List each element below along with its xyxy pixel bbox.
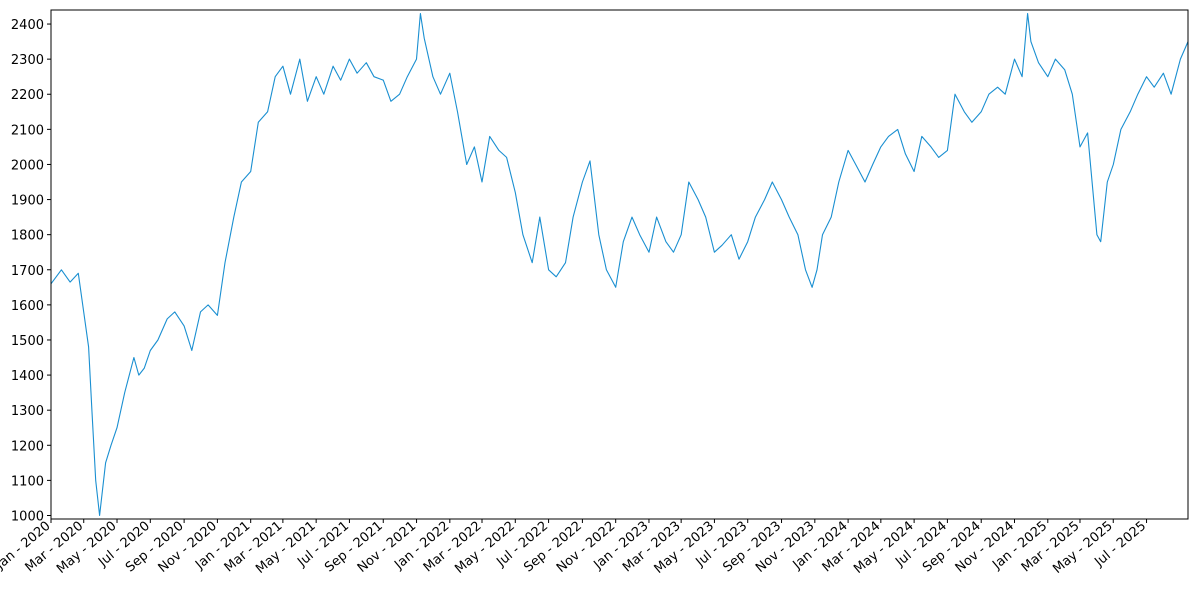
y-tick-label: 1500 [11,334,44,349]
plot-area [50,12,1189,517]
y-tick-label: 1900 [11,194,44,209]
y-tick-label: 2000 [11,158,44,173]
y-tick-label: 1300 [11,404,44,419]
y-tick-label: 1200 [11,439,44,454]
y-tick-label: 2200 [11,88,44,103]
axes-frame [50,9,1189,520]
y-tick-label: 1000 [11,509,44,524]
y-tick-label: 1400 [11,369,44,384]
series-line [50,12,1189,517]
y-tick-label: 1800 [11,229,44,244]
y-tick-label: 1100 [11,474,44,489]
y-tick-label: 2300 [11,53,44,68]
y-tick-label: 1700 [11,264,44,279]
y-tick-label: 2100 [11,123,44,138]
y-tick-label: 2400 [11,18,44,33]
y-axis: 1000 1100 1200 1300 1400 1500 1600 1700 1800 1900… [11,18,51,524]
y-tick-label: 1600 [11,299,44,314]
